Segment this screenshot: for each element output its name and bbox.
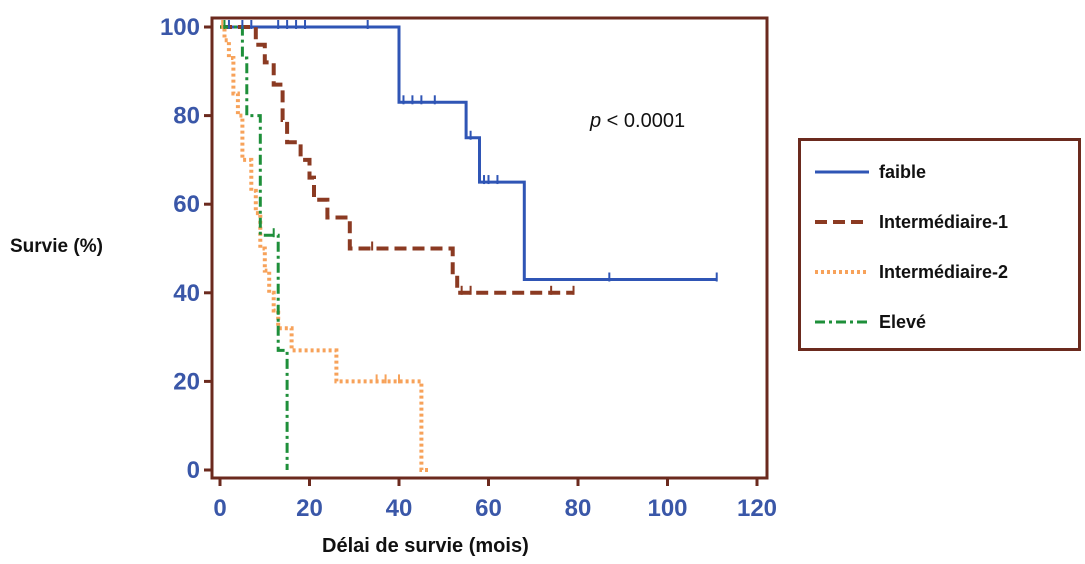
legend-item-faible: faible	[813, 157, 926, 187]
legend-label-eleve: Elevé	[879, 311, 927, 332]
x-axis-label: Délai de survie (mois)	[322, 535, 529, 557]
legend: faible Intermédiaire-1 Intermédiaire-2 E…	[798, 138, 1081, 351]
x-tick-label: 100	[647, 495, 687, 522]
x-tick-label: 120	[737, 495, 777, 522]
x-tick-label: 80	[565, 495, 592, 522]
y-tick-label: 20	[173, 368, 200, 395]
y-tick-label: 40	[173, 280, 200, 307]
p-value-symbol: p	[590, 110, 602, 132]
y-axis-label: Survie (%)	[10, 236, 103, 257]
legend-label-faible: faible	[879, 161, 927, 182]
y-tick-label: 100	[160, 14, 200, 41]
legend-label-intermediaire-1: Intermédiaire-1	[879, 211, 1009, 232]
series-line-eleve	[220, 25, 289, 470]
legend-item-intermediaire-2: Intermédiaire-2	[813, 257, 1008, 287]
legend-swatch-intermediaire-1	[815, 220, 869, 224]
p-value-text: < 0.0001	[601, 110, 686, 132]
legend-swatch-faible	[815, 170, 869, 174]
plot-frame	[210, 16, 769, 480]
legend-swatch-eleve	[815, 320, 869, 324]
legend-label-intermediaire-2: Intermédiaire-2	[879, 261, 1009, 282]
legend-item-intermediaire-1: Intermédiaire-1	[813, 207, 1008, 237]
series-line-intermediaire-1	[220, 25, 574, 295]
x-tick-label: 0	[213, 495, 226, 522]
y-tick-label: 80	[173, 103, 200, 130]
x-tick-label: 20	[296, 495, 323, 522]
x-tick-label: 60	[475, 495, 502, 522]
p-value-annotation: p < 0.0001	[590, 110, 685, 133]
series-line-faible	[220, 25, 717, 281]
legend-item-eleve: Elevé	[813, 307, 926, 337]
legend-swatch-intermediaire-2	[815, 270, 869, 274]
series-line-intermediaire-2	[220, 25, 431, 472]
y-tick-label: 0	[187, 457, 200, 484]
y-tick-label: 60	[173, 191, 200, 218]
x-tick-label: 40	[386, 495, 413, 522]
